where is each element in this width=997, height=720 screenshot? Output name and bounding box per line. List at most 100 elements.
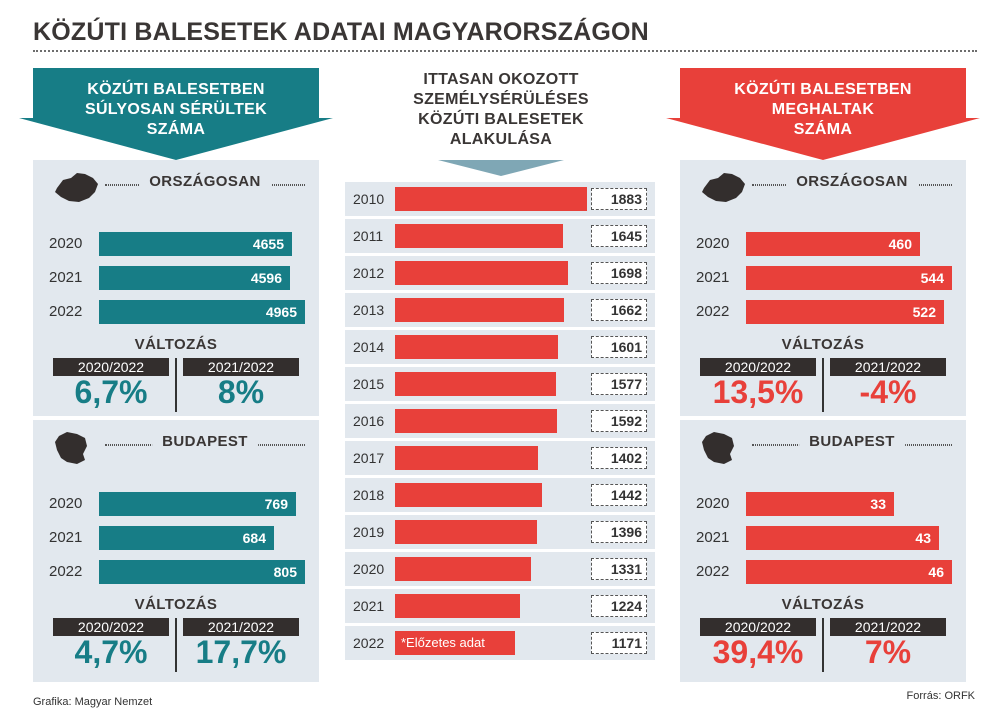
bar	[395, 298, 564, 322]
bar-value: 1645	[591, 225, 647, 247]
bar: 33	[746, 492, 894, 516]
left-country-change-title: VÁLTOZÁS	[134, 336, 218, 353]
bar	[395, 557, 531, 581]
right-country-change-title: VÁLTOZÁS	[781, 336, 865, 353]
right-country-label: ORSZÁGOSAN	[786, 173, 918, 190]
bar	[395, 520, 537, 544]
bar: *Előzetes adat	[395, 631, 515, 655]
hungary-map-icon	[53, 170, 99, 206]
bar-value: 684	[242, 530, 266, 546]
source-credit: Forrás: ORFK	[906, 690, 975, 702]
year-label: 2013	[353, 302, 385, 318]
right-country-row: 2021 544	[680, 266, 966, 290]
period-label: 2021/2022	[830, 358, 946, 376]
year-label: 2018	[353, 487, 385, 503]
period-divider	[822, 358, 824, 412]
middle-row: 2018 1442	[345, 478, 655, 512]
bar-value: 1171	[591, 632, 647, 654]
bar-value: 33	[870, 496, 886, 512]
right-header-line-2: MEGHALTAK	[771, 101, 875, 118]
middle-column: ITTASAN OKOZOTT SZEMÉLYSÉRÜLÉSES KÖZÚTI …	[343, 68, 659, 660]
left-column: KÖZÚTI BALESETBEN SÚLYOSAN SÉRÜLTEK SZÁM…	[19, 68, 333, 682]
left-country-row: 2021 4596	[33, 266, 319, 290]
period-label: 2021/2022	[183, 618, 299, 636]
right-budapest-label-line: BUDAPEST	[752, 433, 952, 450]
bar	[395, 224, 563, 248]
hungary-map-icon	[700, 170, 746, 206]
middle-row: 2010 1883	[345, 182, 655, 216]
bar-value: 1577	[591, 373, 647, 395]
left-budapest-label-line: BUDAPEST	[105, 433, 305, 450]
title-divider	[33, 50, 977, 52]
left-budapest-row: 2020 769	[33, 492, 319, 516]
right-budapest-change-title: VÁLTOZÁS	[781, 596, 865, 613]
change-percent: 7%	[864, 634, 912, 670]
bar-value: 1396	[591, 521, 647, 543]
change-percent: -4%	[859, 374, 917, 410]
period-label: 2020/2022	[700, 358, 816, 376]
bar	[395, 483, 542, 507]
year-label: 2021	[49, 529, 83, 546]
bar-value: 460	[888, 236, 912, 252]
year-label: 2022	[49, 303, 83, 320]
right-country-panel: ORSZÁGOSAN 2020 460 2021 544 2022 522 VÁLTOZÁS 2…	[680, 160, 966, 416]
year-label: 2020	[353, 561, 385, 577]
bar: 460	[746, 232, 920, 256]
page-title: KÖZÚTI BALESETEK ADATAI MAGYARORSZÁGON	[33, 18, 649, 46]
bar-value: 769	[264, 496, 288, 512]
bar-value: 1592	[591, 410, 647, 432]
bar	[395, 261, 568, 285]
bar-value: 1662	[591, 299, 647, 321]
year-label: 2021	[353, 598, 385, 614]
middle-title-line-3: KÖZÚTI BALESETEK	[418, 111, 584, 128]
bar-value: 1402	[591, 447, 647, 469]
middle-row: 2012 1698	[345, 256, 655, 290]
right-budapest-row: 2020 33	[680, 492, 966, 516]
right-budapest-row: 2022 46	[680, 560, 966, 584]
middle-row: 2016 1592	[345, 404, 655, 438]
year-label: 2022	[49, 563, 83, 580]
middle-title-line-1: ITTASAN OKOZOTT	[423, 71, 579, 88]
year-label: 2017	[353, 450, 385, 466]
bar-value: 4965	[265, 304, 297, 320]
bar	[395, 594, 520, 618]
left-country-row: 2020 4655	[33, 232, 319, 256]
year-label: 2016	[353, 413, 385, 429]
left-header-line-1: KÖZÚTI BALESETBEN	[87, 81, 265, 98]
left-budapest-row: 2022 805	[33, 560, 319, 584]
bar-value: 1698	[591, 262, 647, 284]
middle-row: 2015 1577	[345, 367, 655, 401]
period-label: 2021/2022	[183, 358, 299, 376]
middle-row: 2017 1402	[345, 441, 655, 475]
bar: 4965	[99, 300, 305, 324]
year-label: 2020	[49, 235, 83, 252]
left-country-region: ORSZÁGOSAN	[33, 160, 319, 220]
year-label: 2014	[353, 339, 385, 355]
right-country-row: 2022 522	[680, 300, 966, 324]
right-country-label-line: ORSZÁGOSAN	[752, 173, 952, 190]
year-label: 2015	[353, 376, 385, 392]
right-column: KÖZÚTI BALESETBEN MEGHALTAK SZÁMA ORSZÁG…	[666, 68, 980, 682]
preliminary-note: *Előzetes adat	[401, 635, 485, 650]
period-label: 2020/2022	[53, 618, 169, 636]
budapest-map-icon	[700, 430, 746, 466]
year-label: 2021	[696, 269, 730, 286]
left-header-line-3: SZÁMA	[146, 121, 206, 138]
bar: 769	[99, 492, 296, 516]
period-divider	[175, 618, 177, 672]
left-budapest-panel: BUDAPEST 2020 769 2021 684 2022 805 VÁLTOZÁS 202…	[33, 420, 319, 682]
year-label: 2022	[353, 635, 385, 651]
bar-value: 1883	[591, 188, 647, 210]
right-budapest-panel: BUDAPEST 2020 33 2021 43 2022 46 VÁLTOZÁS 2020/2…	[680, 420, 966, 682]
bar: 684	[99, 526, 274, 550]
period-divider	[175, 358, 177, 412]
period-label: 2020/2022	[700, 618, 816, 636]
right-budapest-row: 2021 43	[680, 526, 966, 550]
bar: 522	[746, 300, 944, 324]
change-percent: 13,5%	[712, 374, 804, 410]
left-header-title: KÖZÚTI BALESETBEN SÚLYOSAN SÉRÜLTEK SZÁM…	[33, 80, 319, 140]
bar: 4596	[99, 266, 290, 290]
right-header-arrow: KÖZÚTI BALESETBEN MEGHALTAK SZÁMA	[666, 68, 980, 160]
year-label: 2020	[696, 495, 730, 512]
change-percent: 4,7%	[74, 634, 148, 670]
